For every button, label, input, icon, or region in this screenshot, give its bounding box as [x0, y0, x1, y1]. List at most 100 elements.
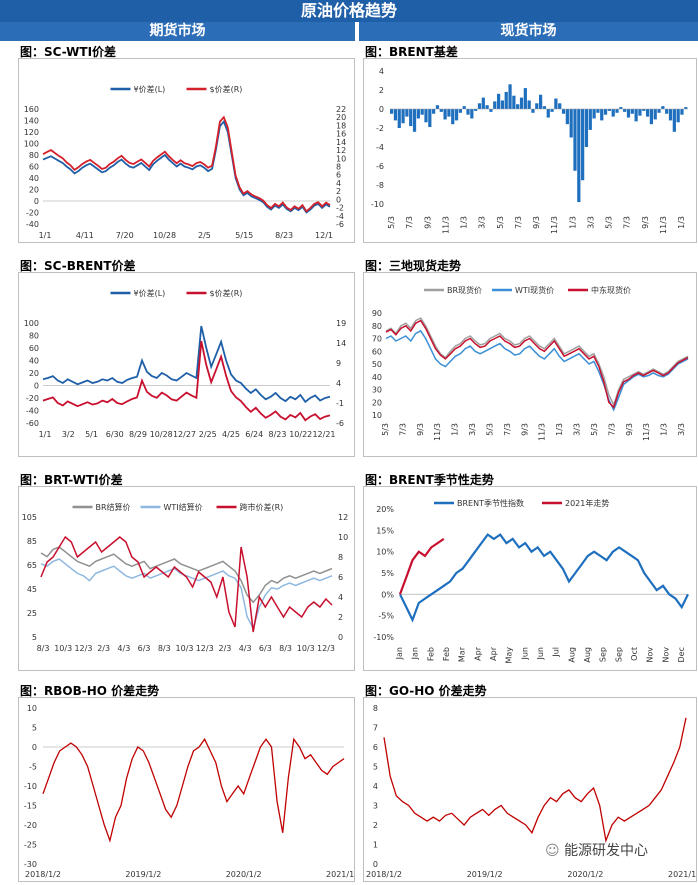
bar — [645, 109, 650, 117]
bar — [554, 98, 558, 109]
bar — [466, 109, 470, 115]
x-tick-label: Feb — [442, 647, 451, 661]
y-tick-label: 14 — [336, 339, 346, 348]
x-tick-label: 9/3 — [641, 216, 650, 229]
bar — [611, 109, 615, 117]
y-tick-label: 6 — [336, 171, 341, 180]
x-tick-label: 10/3 — [176, 644, 194, 653]
x-tick-label: 3/3 — [468, 423, 477, 436]
y-tick-label: 90 — [372, 309, 382, 318]
y-tick-label: 30 — [372, 386, 382, 395]
x-tick-label: 8/3 — [158, 644, 171, 653]
bar — [416, 109, 420, 119]
bar — [496, 93, 501, 109]
y-tick-label: 100 — [24, 319, 39, 328]
y-tick-label: 2 — [336, 187, 341, 196]
panel-title: 图：BRENT季节性走势 — [365, 473, 494, 487]
legend-label: $价差(R) — [210, 84, 243, 94]
x-tick-label: Oct — [630, 647, 639, 661]
y-tick-label: 100 — [24, 140, 39, 149]
bar — [638, 109, 642, 116]
bar — [500, 100, 505, 109]
legend-label: BRENT季节性指数 — [457, 498, 524, 508]
y-tick-label: -20 — [26, 394, 39, 403]
bar — [592, 109, 596, 119]
y-tick-label: 40 — [372, 373, 382, 382]
x-tick-label: 10/3 — [297, 644, 315, 653]
bar — [550, 109, 554, 112]
x-tick-label: 1/3 — [568, 216, 577, 229]
series-line-1f5fa8 — [42, 325, 331, 404]
y-tick-label: -2 — [336, 204, 344, 213]
x-tick-label: Feb — [426, 647, 435, 661]
chart-spot-three: BR现货价 WTI现货价 中东现货价 10 20 30 40 50 60 70 80 90 5/3 7/3… — [372, 285, 689, 441]
x-tick-label: 4/11 — [76, 231, 94, 240]
bar — [558, 103, 562, 109]
bar — [680, 109, 684, 115]
y-tick-label: 8 — [373, 704, 378, 713]
x-tick-label: 9/3 — [423, 216, 432, 229]
x-tick-label: 1/3 — [677, 216, 686, 229]
legend-label: 跨市价差(R) — [240, 502, 284, 512]
x-tick-label: 2020/1/2 — [226, 870, 262, 879]
y-tick-label: -40 — [26, 407, 39, 416]
x-tick-label: 2019/1/2 — [125, 870, 161, 879]
bar — [565, 109, 569, 125]
x-tick-label: 8/23 — [275, 231, 293, 240]
y-tick-label: -10 — [24, 782, 37, 791]
x-tick-label: 12/3 — [74, 644, 92, 653]
x-tick-label: 6/24 — [245, 430, 263, 439]
panel-title: 图：GO-HO 价差走势 — [365, 684, 487, 698]
y-tick-label: 0 — [34, 382, 39, 391]
y-tick-label: 20 — [372, 398, 382, 407]
panel-go-ho: 图：GO-HO 价差走势 0 1 2 3 4 5 6 7 8 2018/1/2 2019/1/2 20… — [363, 682, 698, 882]
y-tick-label: -4 — [376, 143, 384, 152]
x-tick-label: 10/3 — [54, 644, 72, 653]
y-tick-label: -4 — [336, 212, 344, 221]
x-tick-label: 3/3 — [677, 423, 686, 436]
bar — [623, 109, 627, 112]
y-tick-label: 4 — [336, 379, 341, 388]
bar — [531, 109, 535, 113]
y-tick-label: 10 — [372, 411, 382, 420]
y-tick-label: 105 — [22, 513, 37, 522]
legend-label: BR结算价 — [96, 502, 131, 512]
x-tick-label: Jul — [552, 647, 561, 658]
x-tick-label: 10/22 — [289, 430, 312, 439]
y-tick-label: 60 — [372, 347, 382, 356]
panel-sc-wti: 图：SC-WTI价差 ¥价差(L) $价差(R) -40 -20 0 20 40 60 80 10… — [18, 43, 355, 243]
x-tick-label: 1/3 — [451, 423, 460, 436]
panel-title: 图：BRT-WTI价差 — [20, 473, 123, 487]
x-tick-label: 9/3 — [416, 423, 425, 436]
watermark: ☺ 能源研发中心 — [545, 840, 648, 860]
y-tick-label: 10 — [27, 704, 37, 713]
y-tick-label: 0 — [379, 105, 384, 114]
bar — [561, 109, 566, 114]
y-tick-label: -5% — [378, 612, 394, 621]
x-tick-label: Jun — [536, 647, 545, 661]
y-tick-label: 18 — [336, 121, 346, 130]
bar — [504, 91, 508, 109]
panel-rbob-ho: 图：RBOB-HO 价差走势 -30 -25 -20 -15 -10 -5 0 5 10 2018… — [18, 682, 362, 882]
x-tick-label: 2021/1/2 — [326, 870, 354, 879]
bar — [508, 84, 512, 109]
bar — [657, 109, 661, 113]
panel-brent-seasonal: 图：BRENT季节性走势 BRENT季节性指数 2021年走势 -10% -5% 0% 5… — [363, 471, 698, 671]
panel-brt-wti: 图：BRT-WTI价差 BR结算价 WTI结算价 跨市价差(R) 5 25 45 65 85 1… — [18, 471, 355, 671]
y-tick-label: 22 — [336, 105, 346, 114]
series-line — [383, 717, 687, 843]
y-tick-label: 20% — [376, 505, 394, 514]
x-tick-label: 3/3 — [478, 216, 487, 229]
series-line-c8102e — [40, 535, 333, 633]
y-tick-label: -40 — [26, 220, 39, 229]
x-tick-label: 11/3 — [642, 423, 651, 441]
bar — [600, 109, 604, 121]
x-tick-label: 5/1 — [85, 430, 98, 439]
series-line — [42, 737, 345, 843]
bar — [409, 109, 413, 127]
x-tick-label: 4/3 — [117, 644, 130, 653]
x-tick-label: 1/3 — [660, 423, 669, 436]
x-tick-label: Apr — [473, 646, 482, 661]
y-tick-label: 12 — [336, 146, 346, 155]
chart-rbob-ho: -30 -25 -20 -15 -10 -5 0 5 10 2018/1/2 2019/1/2 202… — [24, 704, 362, 879]
